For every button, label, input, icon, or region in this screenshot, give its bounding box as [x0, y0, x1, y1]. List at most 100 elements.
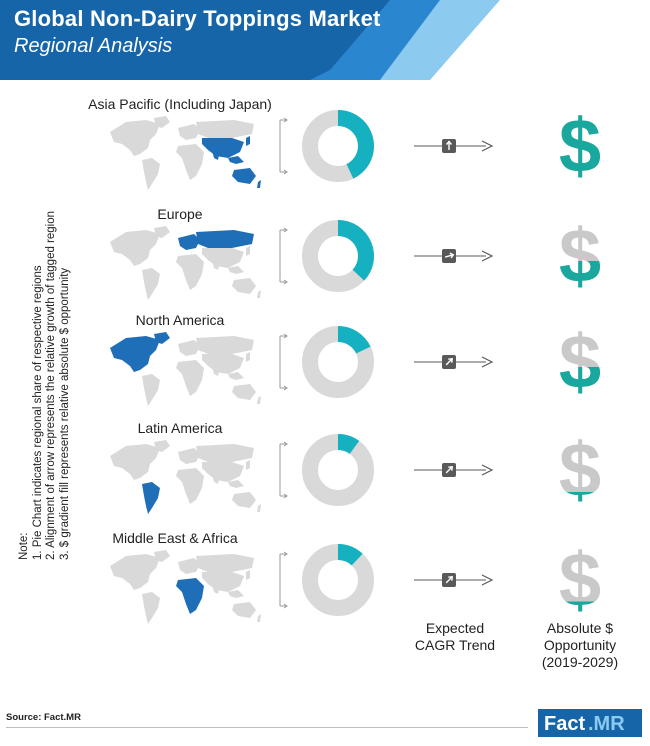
continent-greenland	[154, 116, 170, 128]
continent-greenland-highlighted	[154, 332, 170, 344]
continent-sea	[228, 266, 244, 274]
header-banner: Global Non-Dairy Toppings Market Regiona…	[0, 0, 650, 80]
footer-divider	[6, 727, 528, 728]
continent-au-highlighted	[232, 168, 256, 184]
donut-share-segment	[338, 544, 363, 566]
continent-eu	[178, 124, 200, 140]
continent-nz-highlighted	[257, 180, 261, 188]
opportunity-label-line-1: Absolute $	[546, 620, 614, 636]
region-map	[110, 226, 261, 300]
continent-na	[110, 444, 160, 480]
continent-nz	[257, 290, 261, 298]
continent-ru	[196, 336, 254, 354]
continent-asia	[202, 354, 244, 374]
donut-share-segment	[338, 220, 374, 281]
dollar-icon: $	[559, 110, 601, 182]
bracket-arrowhead-top	[283, 333, 288, 339]
continent-sa-highlighted	[142, 482, 160, 514]
continent-ru	[196, 444, 254, 462]
opportunity-dollar: $	[559, 544, 601, 616]
continent-eu	[178, 448, 200, 464]
region-share-donut	[302, 544, 374, 616]
continent-sea	[228, 590, 244, 598]
continent-india	[212, 366, 220, 376]
continent-japan	[246, 460, 250, 470]
cagr-column-label: Expected CAGR Trend	[405, 620, 505, 654]
bracket-arrowhead-top	[283, 551, 288, 557]
cagr-trend-arrow	[414, 573, 494, 587]
continent-sea	[228, 480, 244, 488]
bracket-connector	[279, 227, 288, 285]
continent-ru	[196, 120, 254, 138]
continent-india	[212, 474, 220, 484]
dollar-icon: $	[559, 326, 601, 398]
continent-eu	[178, 340, 200, 356]
continent-au	[232, 278, 256, 294]
source-text: Source: Fact.MR	[6, 712, 81, 723]
bracket-connector	[279, 551, 288, 609]
bracket-arrowhead-top	[283, 227, 288, 233]
opportunity-column-label: Absolute $ Opportunity (2019-2029)	[520, 620, 640, 671]
bracket-arrowhead-bottom	[283, 603, 288, 609]
region-share-donut	[302, 220, 374, 292]
region-share-donut	[302, 326, 374, 398]
continent-na	[110, 554, 160, 590]
donut-share-segment	[338, 434, 360, 454]
continent-greenland	[154, 550, 170, 562]
continent-asia	[202, 572, 244, 592]
opportunity-dollar: $	[559, 326, 601, 398]
continent-india-highlighted	[212, 150, 220, 160]
continent-ru	[196, 554, 254, 572]
continent-af	[176, 360, 204, 396]
continent-ru-highlighted	[196, 230, 254, 248]
bracket-connector	[279, 117, 288, 175]
continent-af	[176, 468, 204, 504]
trend-arrowhead	[481, 250, 494, 262]
continent-na-highlighted	[110, 336, 160, 372]
cagr-trend-arrow	[414, 249, 494, 263]
continent-japan	[246, 352, 250, 362]
continent-af-highlighted	[176, 578, 204, 614]
continent-sea	[228, 372, 244, 380]
bracket-arrowhead-bottom	[283, 169, 288, 175]
continent-india	[212, 584, 220, 594]
continent-eu	[178, 558, 200, 574]
continent-japan-highlighted	[246, 136, 250, 146]
opportunity-label-line-2: Opportunity	[543, 637, 617, 653]
continent-india	[212, 260, 220, 270]
continent-na	[110, 120, 160, 156]
dollar-icon: $	[559, 544, 601, 616]
opportunity-label-line-3: (2019-2029)	[541, 654, 619, 670]
continent-nz	[257, 614, 261, 622]
logo-text-mr: .MR	[588, 713, 625, 735]
page-title: Global Non-Dairy Toppings Market	[14, 6, 381, 31]
logo-text-fact: Fact	[544, 713, 585, 735]
region-label: Latin America	[137, 420, 223, 436]
continent-sa	[142, 268, 160, 300]
donut-share-segment	[338, 326, 371, 354]
note-block: Note: 1. Pie Chart indicates regional sh…	[18, 140, 72, 560]
factmr-logo[interactable]: Fact .MR	[538, 709, 642, 737]
continent-japan	[246, 246, 250, 256]
continent-nz	[257, 396, 261, 404]
trend-arrowhead	[481, 574, 494, 586]
continent-af	[176, 144, 204, 180]
continent-asia	[202, 248, 244, 268]
region-map	[110, 440, 261, 514]
bracket-arrowhead-bottom	[283, 493, 288, 499]
bracket-arrowhead-bottom	[283, 385, 288, 391]
bracket-arrowhead-bottom	[283, 279, 288, 285]
continent-au	[232, 492, 256, 508]
continent-asia-highlighted	[202, 138, 244, 158]
trend-direction-icon	[444, 252, 455, 259]
trend-arrowhead	[481, 356, 494, 368]
trend-direction-icon	[445, 576, 453, 584]
continent-au	[232, 602, 256, 618]
cagr-label-line-1: Expected	[425, 620, 485, 636]
page-subtitle: Regional Analysis	[14, 35, 173, 57]
region-share-donut	[302, 110, 374, 182]
trend-arrowhead	[481, 140, 494, 152]
donut-share-segment	[338, 110, 374, 179]
cagr-trend-arrow	[414, 463, 494, 477]
header-stripe-dark	[0, 0, 390, 80]
